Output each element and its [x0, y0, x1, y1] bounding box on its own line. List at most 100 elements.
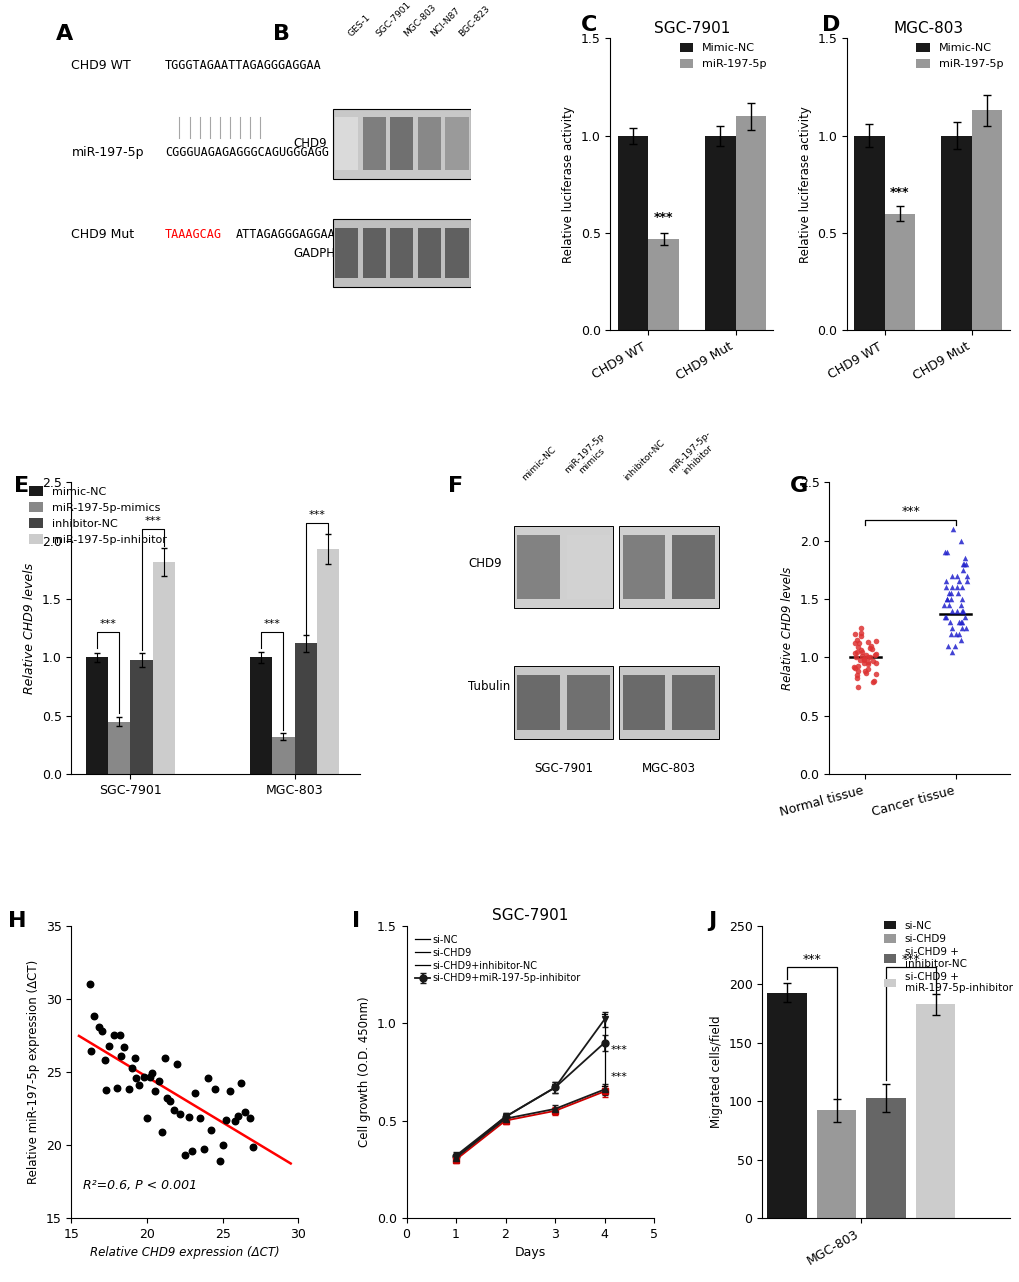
Point [938, 588, 955, 609]
Text: ***: *** [901, 954, 919, 967]
Y-axis label: Relative luciferase activity: Relative luciferase activity [561, 106, 575, 263]
Point [192, 1108, 208, 1128]
Point [949, 583, 965, 604]
Bar [619, 526, 717, 608]
Bar [567, 674, 609, 731]
Bar [853, 136, 883, 331]
Point [947, 624, 963, 645]
Text: CHD9: CHD9 [468, 558, 501, 570]
Point [957, 618, 973, 638]
Bar [418, 117, 440, 169]
Text: TAAAGCAG: TAAAGCAG [165, 228, 221, 241]
Point [952, 612, 968, 632]
Point [936, 577, 953, 597]
Bar [517, 535, 559, 599]
Point [937, 542, 954, 563]
Bar [334, 228, 358, 278]
Text: ***: *** [145, 517, 161, 526]
Bar [332, 109, 470, 178]
Text: ***: *** [901, 505, 919, 518]
Point [187, 1082, 204, 1103]
Point [852, 640, 868, 660]
Point [144, 1063, 160, 1083]
Bar [816, 1110, 856, 1218]
Bar [294, 644, 317, 774]
Point [943, 565, 959, 586]
Text: I: I [352, 912, 360, 931]
Point [865, 670, 881, 691]
Point [956, 547, 972, 568]
Point [169, 1054, 185, 1074]
Point [853, 646, 869, 667]
Point [948, 565, 964, 586]
Point [864, 651, 880, 672]
Point [859, 647, 875, 668]
Text: mimic-NC: mimic-NC [520, 445, 556, 482]
Text: D: D [821, 15, 840, 35]
Bar [704, 136, 735, 331]
Point [849, 677, 865, 697]
Point [846, 658, 862, 678]
Bar [362, 117, 385, 169]
Point [229, 1105, 246, 1126]
Bar [883, 214, 914, 331]
Text: B: B [272, 24, 289, 44]
Point [935, 542, 952, 563]
Point [943, 618, 959, 638]
Bar [250, 658, 272, 774]
Point [151, 1070, 167, 1091]
Text: A: A [56, 24, 73, 44]
Point [222, 1081, 238, 1101]
Point [864, 672, 880, 692]
Y-axis label: Relative luciferase activity: Relative luciferase activity [798, 106, 811, 263]
Point [196, 1140, 212, 1160]
Bar [108, 722, 130, 774]
Legend: Mimic-NC, miR-197-5p: Mimic-NC, miR-197-5p [911, 38, 1007, 73]
Legend: si-NC, si-CHD9, si-CHD9 +
inhibitor-NC, si-CHD9 +
miR-197-5p-inhibitor: si-NC, si-CHD9, si-CHD9 + inhibitor-NC, … [879, 917, 1016, 997]
Point [855, 650, 871, 670]
Bar [865, 1097, 905, 1218]
Point [166, 1100, 182, 1120]
Text: ***: *** [308, 510, 325, 520]
Text: miR-197-5p
mimics: miR-197-5p mimics [562, 431, 613, 482]
X-axis label: Relative CHD9 expression (ΔCT): Relative CHD9 expression (ΔCT) [90, 1246, 279, 1259]
Point [942, 612, 958, 632]
Title: MGC-803: MGC-803 [893, 21, 962, 36]
Bar [389, 117, 413, 169]
X-axis label: Days: Days [515, 1246, 545, 1259]
Point [936, 606, 953, 627]
Point [940, 595, 956, 615]
Point [867, 653, 883, 673]
Point [847, 647, 863, 668]
Point [857, 645, 873, 665]
Title: SGC-7901: SGC-7901 [653, 21, 730, 36]
Bar [623, 535, 664, 599]
Point [855, 649, 871, 669]
Bar [517, 674, 559, 731]
Text: GADPH: GADPH [293, 246, 335, 259]
Point [953, 577, 969, 597]
Text: G: G [789, 477, 807, 496]
Point [948, 600, 964, 620]
Point [849, 637, 865, 658]
Point [226, 1110, 243, 1131]
Text: SGC-7901: SGC-7901 [534, 763, 592, 776]
Point [859, 651, 875, 672]
Text: miR-197-5p: miR-197-5p [71, 146, 144, 159]
Text: Tubulin: Tubulin [468, 679, 511, 694]
Point [123, 1058, 140, 1078]
Point [91, 1017, 107, 1037]
Text: MGC-803: MGC-803 [401, 3, 437, 38]
Point [958, 565, 974, 586]
Point [199, 1068, 215, 1088]
Point [854, 641, 870, 662]
Point [131, 1074, 148, 1095]
Point [97, 1050, 113, 1070]
Point [214, 1135, 230, 1155]
Point [855, 653, 871, 673]
Bar [389, 228, 413, 278]
Point [82, 973, 98, 994]
Y-axis label: Relative miR-197-5p expression (ΔCT): Relative miR-197-5p expression (ΔCT) [28, 960, 40, 1185]
Point [111, 1024, 127, 1045]
Bar [648, 238, 679, 331]
